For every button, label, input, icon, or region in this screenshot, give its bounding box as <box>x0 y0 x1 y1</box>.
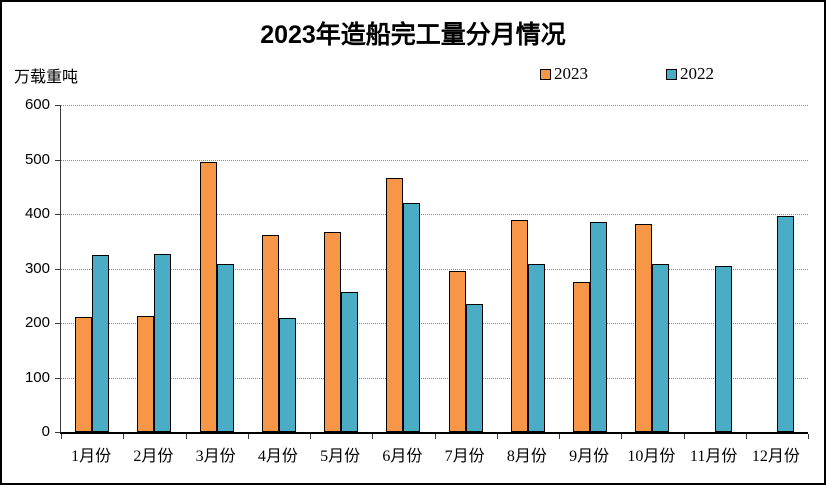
x-axis-label-2月份: 2月份 <box>133 448 174 465</box>
x-axis-tick-4 <box>310 434 311 439</box>
gridline-300 <box>61 268 808 270</box>
bar-2022-11月份 <box>714 266 732 432</box>
x-axis-tick-12 <box>808 434 809 439</box>
legend-label-2022: 2022 <box>680 64 714 83</box>
x-axis-label-4月份: 4月份 <box>257 448 298 465</box>
bar-2022-3月份 <box>216 264 234 432</box>
y-axis-label-400: 400 <box>24 205 50 222</box>
x-axis-label-11月份: 11月份 <box>689 448 738 465</box>
legend-label-2023: 2023 <box>554 64 588 83</box>
bar-2022-2月份 <box>154 253 172 432</box>
bar-2022-5月份 <box>341 291 359 432</box>
y-axis-label-300: 300 <box>24 259 50 277</box>
legend: 2023 2022 <box>540 64 714 84</box>
y-axis-tick-500 <box>55 159 60 161</box>
x-axis-tick-8 <box>559 434 560 439</box>
y-axis-tick-600 <box>55 105 60 106</box>
legend-swatch-2022 <box>666 68 677 80</box>
x-axis-label-3月份: 3月份 <box>195 448 236 465</box>
x-axis-tick-7 <box>496 434 498 439</box>
x-axis-label-9月份: 9月份 <box>569 448 610 465</box>
bar-2023-9月份 <box>573 281 591 432</box>
bar-2023-10月份 <box>635 224 653 432</box>
x-axis-tick-6 <box>434 434 436 439</box>
x-axis-label-12月份: 12月份 <box>751 448 800 465</box>
gridline-500 <box>61 159 808 161</box>
y-axis-unit-label: 万载重吨 <box>14 69 79 86</box>
bar-2023-7月份 <box>448 270 466 432</box>
x-axis-tick-10 <box>683 434 685 439</box>
bar-2022-4月份 <box>278 317 296 432</box>
x-axis-tick-0 <box>61 434 62 439</box>
gridline-200 <box>61 323 808 324</box>
y-axis-tick-400 <box>55 214 60 215</box>
x-axis-label-7月份: 7月份 <box>444 448 485 465</box>
y-axis-label-200: 200 <box>24 314 50 331</box>
gridline-100 <box>61 377 808 379</box>
y-axis-tick-300 <box>55 268 60 270</box>
bar-2023-6月份 <box>386 178 404 432</box>
gridline-400 <box>61 214 808 215</box>
legend-item-2022: 2022 <box>666 64 714 84</box>
bar-2023-3月份 <box>199 162 217 432</box>
y-axis-tick-200 <box>55 323 60 324</box>
x-axis-label-10月份: 10月份 <box>627 448 676 465</box>
bar-2022-8月份 <box>527 263 545 432</box>
gridline-600 <box>61 105 808 106</box>
plot-area <box>55 105 809 439</box>
x-axis-label-1月份: 1月份 <box>71 448 112 465</box>
bar-2022-1月份 <box>92 254 110 432</box>
bar-2022-12月份 <box>776 215 794 432</box>
x-axis-tick-11 <box>745 434 747 439</box>
y-axis-tick-0 <box>55 432 60 433</box>
legend-item-2023: 2023 <box>540 64 588 84</box>
y-axis-label-500: 500 <box>24 150 50 168</box>
x-axis-tick-3 <box>247 434 249 439</box>
bar-2022-6月份 <box>403 202 421 432</box>
x-axis-tick-5 <box>372 434 374 439</box>
x-axis-label-6月份: 6月份 <box>382 448 423 465</box>
bar-2023-5月份 <box>324 232 342 432</box>
bar-2023-2月份 <box>137 316 155 432</box>
x-axis-tick-1 <box>123 434 125 439</box>
bar-2023-4月份 <box>261 234 279 432</box>
bar-2023-1月份 <box>75 317 93 432</box>
bar-2022-9月份 <box>590 222 608 432</box>
chart-title: 2023年造船完工量分月情况 <box>260 21 566 49</box>
y-axis-label-0: 0 <box>41 423 50 440</box>
bar-2022-7月份 <box>465 303 483 432</box>
x-axis-tick-9 <box>621 434 623 439</box>
x-axis-label-5月份: 5月份 <box>320 448 361 465</box>
legend-swatch-2023 <box>540 68 551 80</box>
y-axis-label-100: 100 <box>24 368 50 386</box>
y-axis-tick-100 <box>55 377 60 379</box>
bar-2023-8月份 <box>510 220 528 432</box>
x-axis-tick-2 <box>185 434 187 439</box>
bar-2022-10月份 <box>652 264 670 432</box>
x-axis-label-8月份: 8月份 <box>506 448 547 465</box>
y-axis-label-600: 600 <box>24 96 50 113</box>
